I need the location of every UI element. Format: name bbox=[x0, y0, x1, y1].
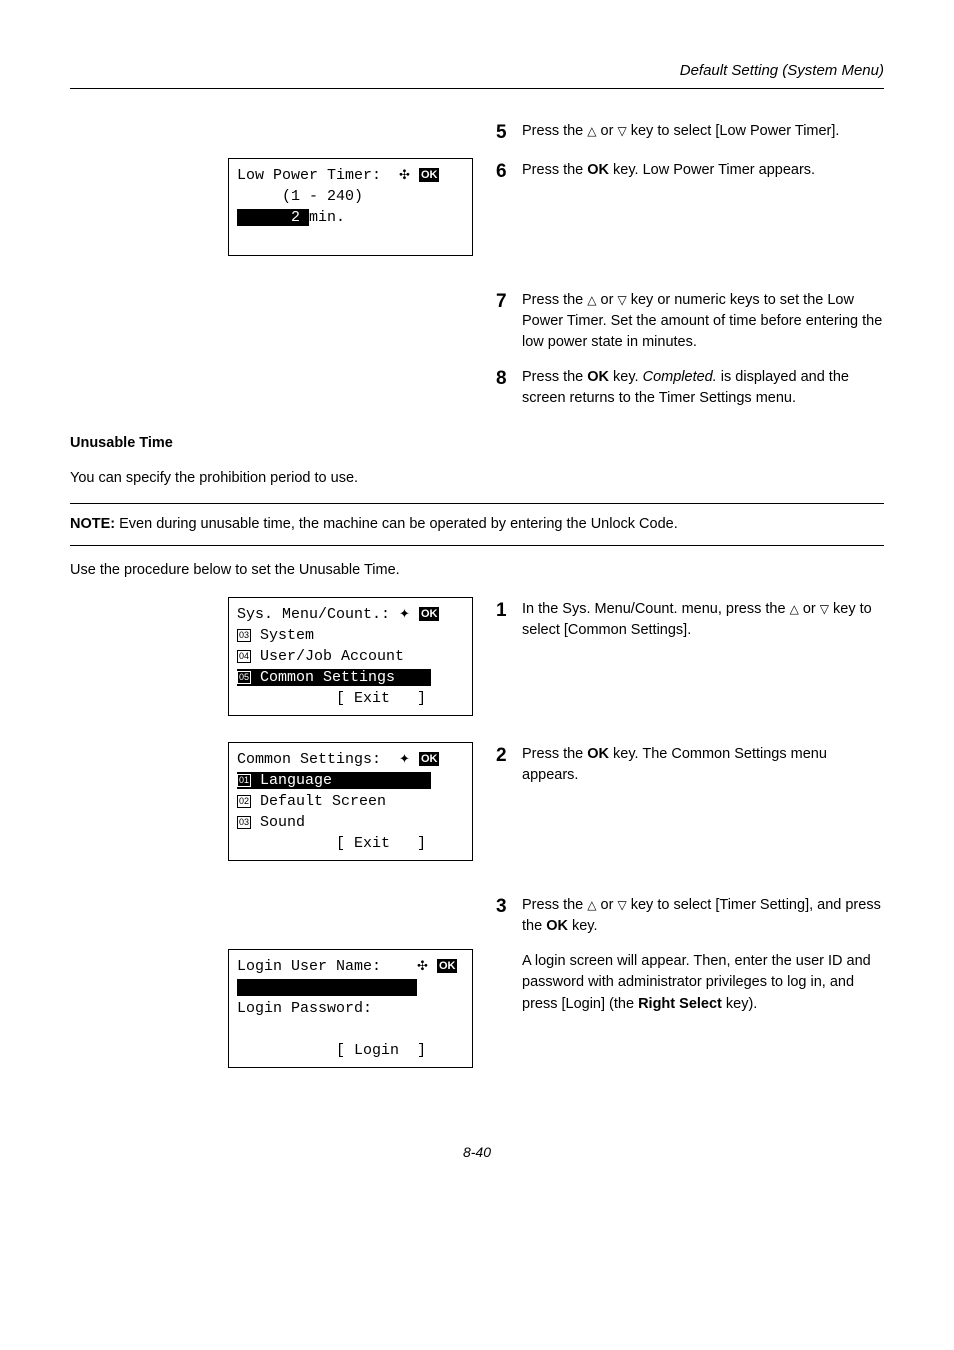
lcd-common-settings: Common Settings: ✦ OK 01 Language 02 Def… bbox=[228, 742, 473, 861]
page-footer: 8-40 bbox=[70, 1142, 884, 1162]
lcd4-login: [ Login ] bbox=[237, 1042, 426, 1059]
nav-icon: ✦ bbox=[399, 606, 410, 621]
step8-pre: Press the bbox=[522, 369, 587, 385]
ok-icon: OK bbox=[419, 168, 440, 182]
up-triangle-icon: △ bbox=[790, 602, 799, 616]
lcd3-exit: [ Exit ] bbox=[237, 835, 426, 852]
ok-icon: OK bbox=[419, 607, 440, 621]
login-para-b: key). bbox=[722, 996, 757, 1012]
lcd3-l3: Sound bbox=[251, 814, 305, 831]
step-text-6: Press the OK key. Low Power Timer appear… bbox=[522, 158, 884, 181]
note-rule-top bbox=[70, 503, 884, 504]
step6-pre: Press the bbox=[522, 162, 587, 178]
step-text-2b: Press the OK key. The Common Settings me… bbox=[522, 742, 884, 786]
step3b-ok: OK bbox=[546, 918, 568, 934]
lcd4-l1: Login User Name: bbox=[237, 958, 417, 975]
header-section-title: Default Setting (System Menu) bbox=[70, 60, 884, 82]
step-text-7: Press the △ or ▽ key or numeric keys to … bbox=[522, 288, 884, 353]
lcd2-n3: 05 bbox=[237, 671, 251, 684]
lcd3-n1: 01 bbox=[237, 774, 251, 787]
ok-icon: OK bbox=[437, 959, 458, 973]
unusable-intro: You can specify the prohibition period t… bbox=[70, 468, 884, 489]
step8-mid: key. bbox=[609, 369, 643, 385]
step5-mid: or bbox=[597, 123, 618, 139]
step1b-pre: In the Sys. Menu/Count. menu, press the bbox=[522, 601, 790, 617]
step-number-8: 8 bbox=[496, 365, 522, 393]
ok-icon: OK bbox=[419, 752, 440, 766]
step1b-mid: or bbox=[799, 601, 820, 617]
lcd3-n2: 02 bbox=[237, 795, 251, 808]
lcd1-l1: Low Power Timer: bbox=[237, 167, 399, 184]
lcd2-l1: System bbox=[251, 627, 314, 644]
lcd2-l2: User/Job Account bbox=[251, 648, 404, 665]
lcd-login: Login User Name: ✣ OK Login Password: [ … bbox=[228, 949, 473, 1068]
step5-post: key to select [Low Power Timer]. bbox=[627, 123, 840, 139]
step7-pre: Press the bbox=[522, 292, 587, 308]
lcd2-title: Sys. Menu/Count.: bbox=[237, 606, 399, 623]
step-text-3b: Press the △ or ▽ key to select [Timer Se… bbox=[522, 893, 884, 937]
note-rule-bottom bbox=[70, 545, 884, 546]
step6-post: key. Low Power Timer appears. bbox=[609, 162, 815, 178]
lcd-sys-menu: Sys. Menu/Count.: ✦ OK 03 System 04 User… bbox=[228, 597, 473, 716]
lcd3-l2: Default Screen bbox=[251, 793, 386, 810]
lcd3-title: Common Settings: bbox=[237, 751, 399, 768]
step3b-pre: Press the bbox=[522, 897, 587, 913]
step-text-1b: In the Sys. Menu/Count. menu, press the … bbox=[522, 597, 884, 641]
step2b-pre: Press the bbox=[522, 746, 587, 762]
step3b-mid: or bbox=[597, 897, 618, 913]
unusable-time-title: Unusable Time bbox=[70, 433, 884, 454]
note-block: NOTE: Even during unusable time, the mac… bbox=[70, 503, 884, 546]
lcd2-l3: Common Settings bbox=[251, 669, 431, 686]
lcd-low-power-timer: Low Power Timer: ✣ OK (1 - 240) 2 min. bbox=[228, 158, 473, 256]
procedure-intro: Use the procedure below to set the Unusa… bbox=[70, 560, 884, 581]
lcd4-l2 bbox=[237, 979, 417, 996]
step-number-1b: 1 bbox=[496, 597, 522, 625]
lcd3-n3: 03 bbox=[237, 816, 251, 829]
lcd1-l3-inv: 2 bbox=[237, 209, 309, 226]
step5-pre: Press the bbox=[522, 123, 587, 139]
nav-icon: ✣ bbox=[399, 167, 410, 182]
step-text-8: Press the OK key. Completed. is displaye… bbox=[522, 365, 884, 409]
down-triangle-icon: ▽ bbox=[617, 124, 626, 138]
step6-ok: OK bbox=[587, 162, 609, 178]
lcd3-l1: Language bbox=[251, 772, 431, 789]
login-para: A login screen will appear. Then, enter … bbox=[522, 949, 884, 1014]
lcd2-n2: 04 bbox=[237, 650, 251, 663]
right-select: Right Select bbox=[638, 996, 722, 1012]
down-triangle-icon: ▽ bbox=[617, 898, 626, 912]
step8-completed: Completed. bbox=[643, 369, 717, 385]
nav-icon: ✣ bbox=[417, 958, 428, 973]
step2b-ok: OK bbox=[587, 746, 609, 762]
step-text-5: Press the △ or ▽ key to select [Low Powe… bbox=[522, 119, 884, 142]
step3b-post2: key. bbox=[568, 918, 598, 934]
step-number-3b: 3 bbox=[496, 893, 522, 921]
note-text: Even during unusable time, the machine c… bbox=[115, 516, 678, 532]
lcd4-l3: Login Password: bbox=[237, 1000, 372, 1017]
step-number-2b: 2 bbox=[496, 742, 522, 770]
header-rule bbox=[70, 88, 884, 89]
step8-ok: OK bbox=[587, 369, 609, 385]
up-triangle-icon: △ bbox=[587, 293, 596, 307]
lcd1-l3-post: min. bbox=[309, 209, 345, 226]
note-label: NOTE: bbox=[70, 516, 115, 532]
down-triangle-icon: ▽ bbox=[820, 602, 829, 616]
step-number-6: 6 bbox=[496, 158, 522, 186]
step-number-7: 7 bbox=[496, 288, 522, 316]
lcd2-n1: 03 bbox=[237, 629, 251, 642]
step7-mid: or bbox=[597, 292, 618, 308]
lcd1-l2: (1 - 240) bbox=[237, 188, 363, 205]
up-triangle-icon: △ bbox=[587, 898, 596, 912]
up-triangle-icon: △ bbox=[587, 124, 596, 138]
step-number-5: 5 bbox=[496, 119, 522, 147]
lcd2-exit: [ Exit ] bbox=[237, 690, 426, 707]
nav-icon: ✦ bbox=[399, 751, 410, 766]
down-triangle-icon: ▽ bbox=[617, 293, 626, 307]
